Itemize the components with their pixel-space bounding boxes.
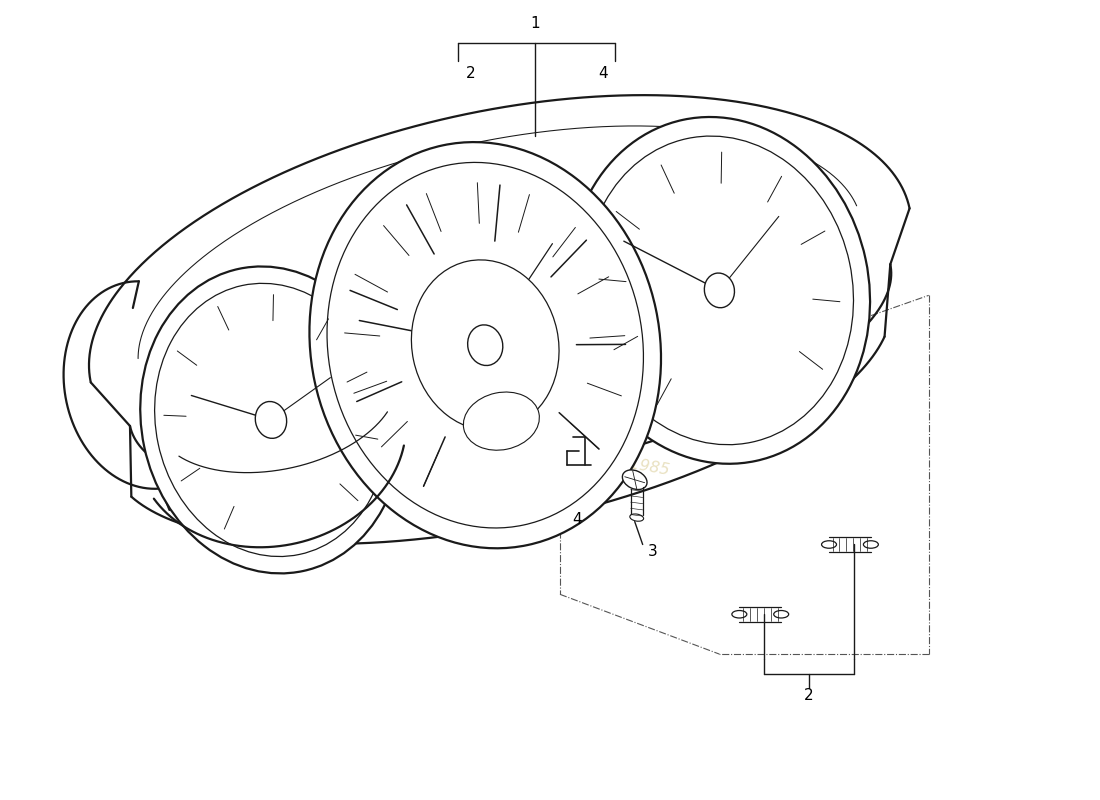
Ellipse shape bbox=[309, 142, 661, 548]
Text: 3: 3 bbox=[648, 544, 658, 559]
Ellipse shape bbox=[822, 541, 836, 548]
Ellipse shape bbox=[468, 325, 503, 366]
Ellipse shape bbox=[864, 541, 879, 548]
Text: 4: 4 bbox=[598, 66, 607, 81]
Text: a passion for parts since 1985: a passion for parts since 1985 bbox=[430, 422, 670, 478]
Ellipse shape bbox=[155, 283, 387, 557]
Text: 2: 2 bbox=[465, 66, 475, 81]
Ellipse shape bbox=[411, 260, 559, 430]
Text: EUROPES: EUROPES bbox=[368, 212, 871, 429]
Ellipse shape bbox=[140, 266, 402, 574]
Text: 4: 4 bbox=[572, 512, 582, 527]
Ellipse shape bbox=[623, 470, 647, 490]
Ellipse shape bbox=[255, 402, 287, 438]
Ellipse shape bbox=[569, 117, 870, 464]
Text: 2: 2 bbox=[804, 689, 814, 703]
Text: 1: 1 bbox=[530, 16, 540, 31]
Ellipse shape bbox=[463, 392, 539, 450]
Ellipse shape bbox=[327, 162, 644, 528]
Ellipse shape bbox=[704, 273, 735, 308]
Ellipse shape bbox=[773, 610, 789, 618]
Ellipse shape bbox=[630, 514, 644, 522]
Ellipse shape bbox=[585, 136, 854, 445]
Ellipse shape bbox=[732, 610, 747, 618]
